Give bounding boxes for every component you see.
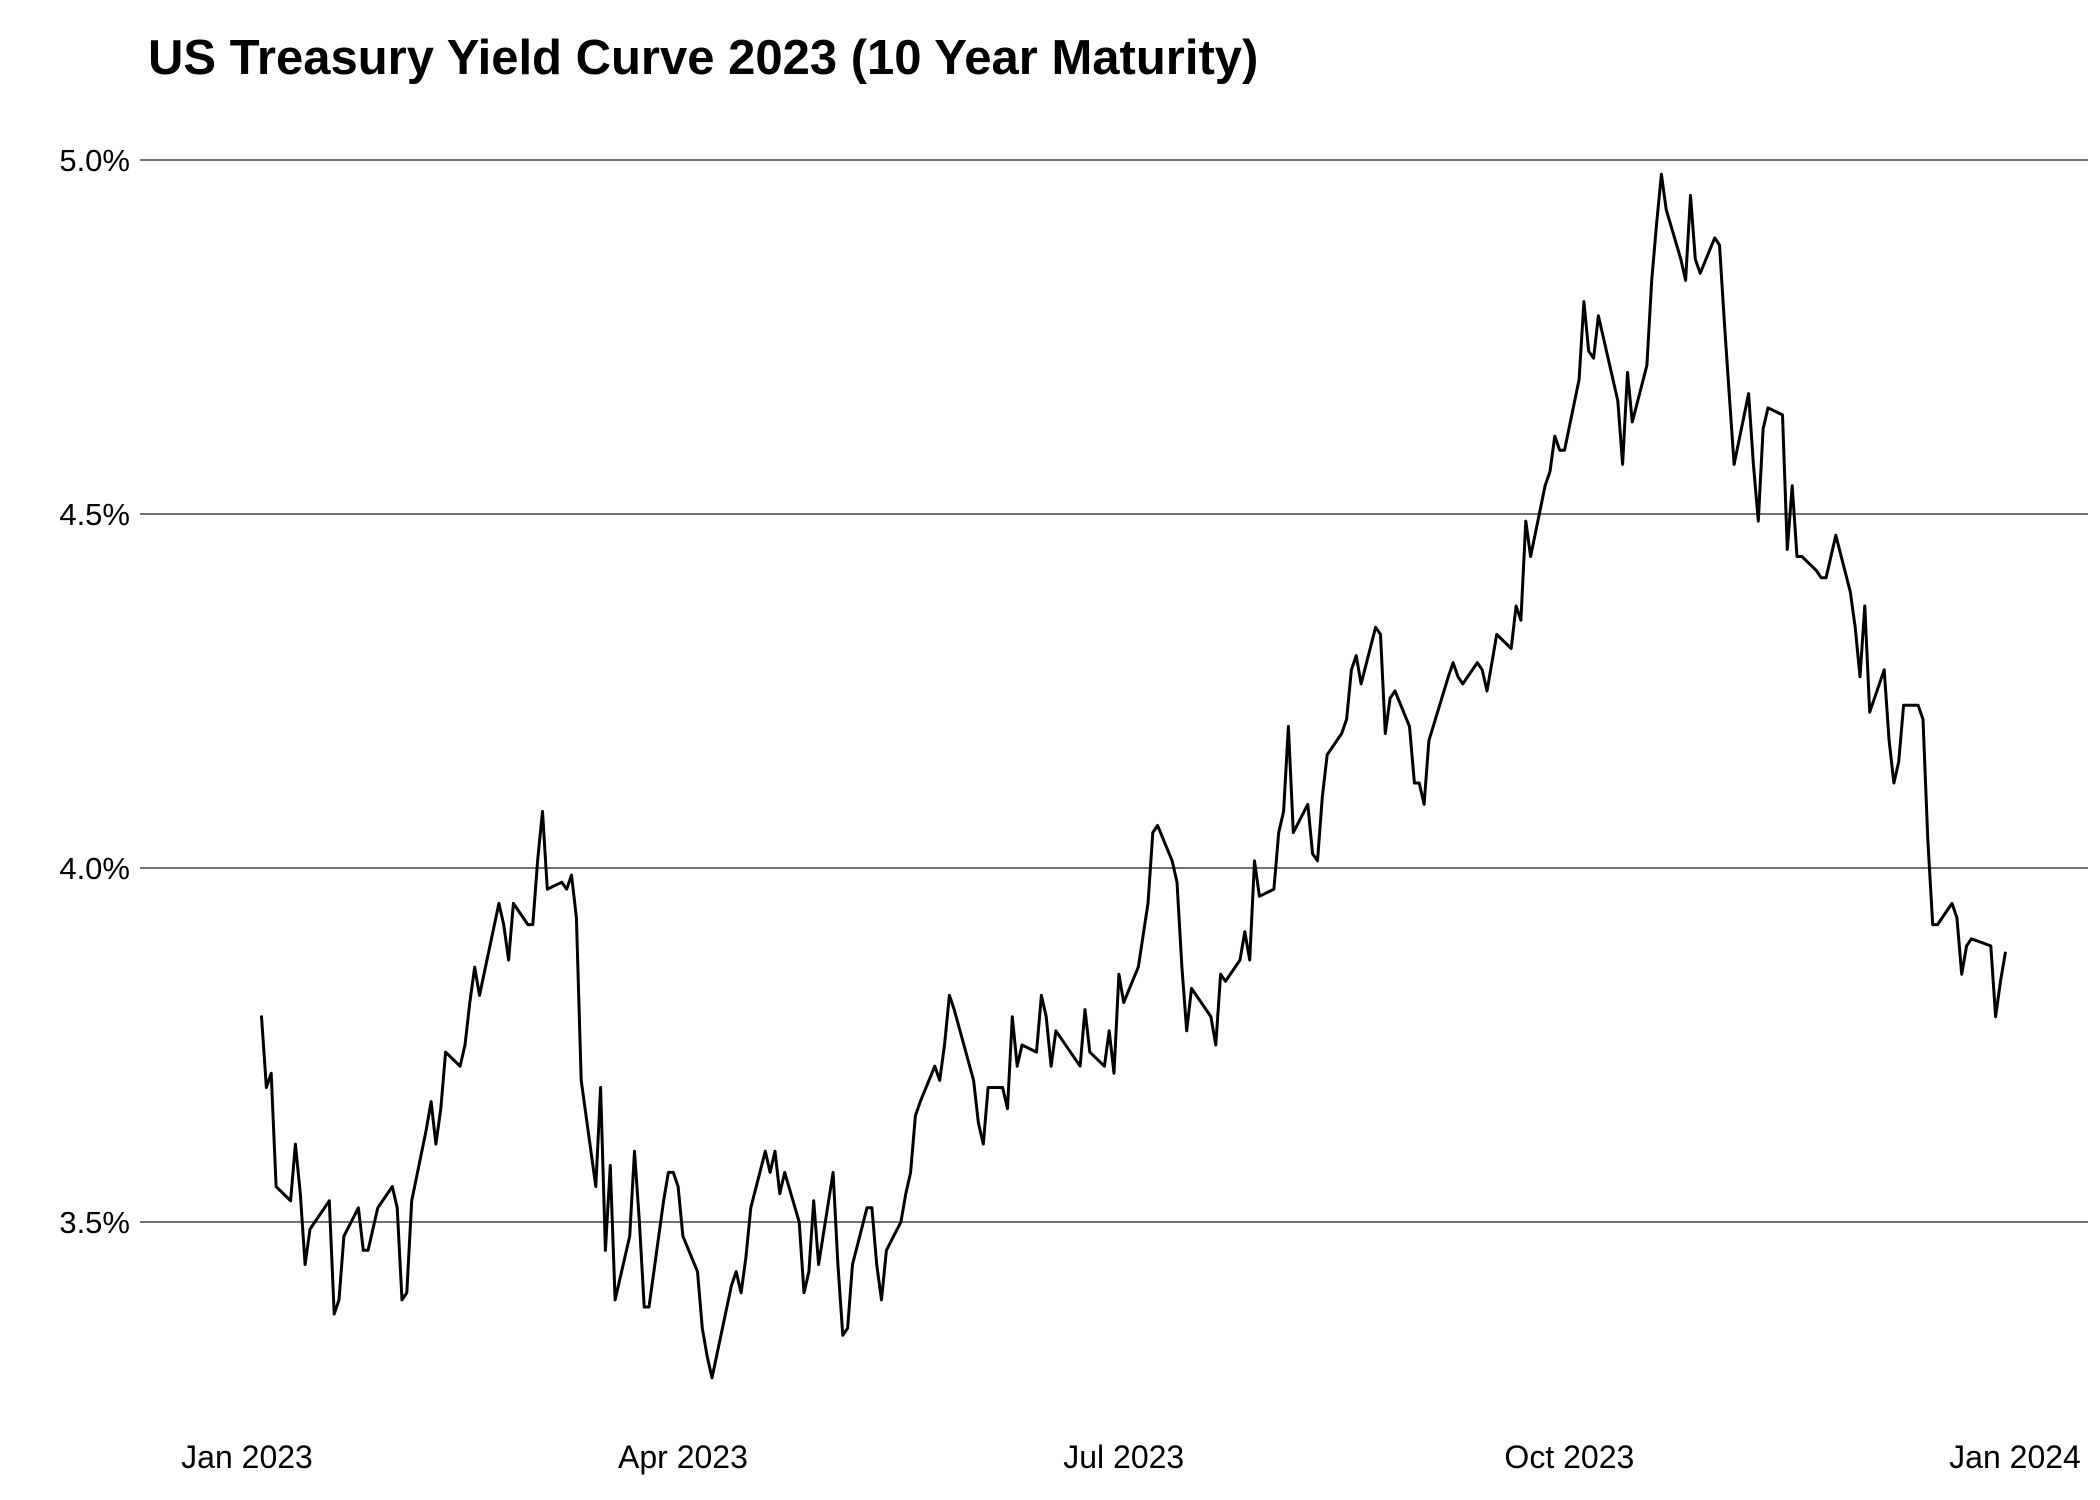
x-tick-label-jul-2023: Jul 2023 xyxy=(1063,1439,1184,1475)
y-tick-label-4.5%: 4.5% xyxy=(59,497,130,532)
yield-line-series xyxy=(260,172,2007,1380)
chart-title: US Treasury Yield Curve 2023 (10 Year Ma… xyxy=(148,31,1259,85)
y-tick-label-3.5%: 3.5% xyxy=(59,1205,130,1240)
y-tick-label-5.0%: 5.0% xyxy=(59,143,130,178)
x-tick-label-jan-2024: Jan 2024 xyxy=(1949,1439,2081,1475)
x-tick-label-apr-2023: Apr 2023 xyxy=(618,1439,748,1475)
x-tick-label-oct-2023: Oct 2023 xyxy=(1504,1439,1634,1475)
x-tick-label-jan-2023: Jan 2023 xyxy=(181,1439,313,1475)
y-tick-label-4.0%: 4.0% xyxy=(59,851,130,886)
